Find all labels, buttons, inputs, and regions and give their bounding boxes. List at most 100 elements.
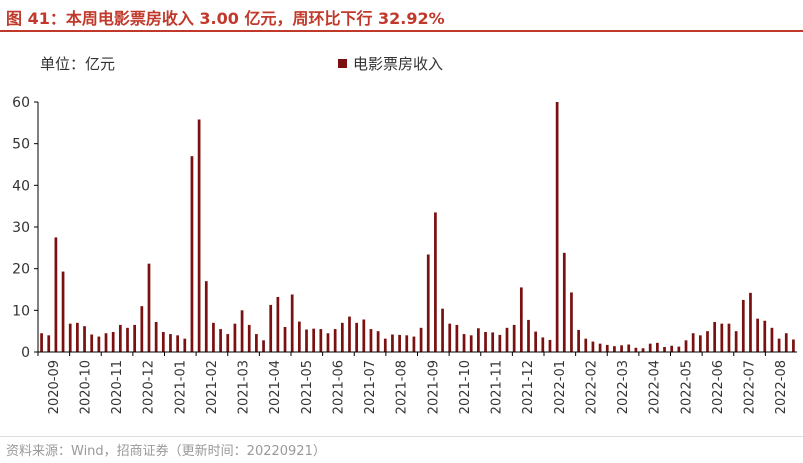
bar (784, 333, 788, 352)
bar (405, 335, 409, 352)
x-tick-label: 2022-08 (774, 360, 789, 414)
legend: 电影票房收入 (338, 53, 443, 74)
bar (348, 316, 351, 352)
bar (212, 322, 215, 352)
bar (297, 321, 301, 352)
bar (154, 322, 158, 352)
bar (656, 342, 659, 352)
x-tick-label: 2021-01 (173, 360, 188, 414)
bar (741, 299, 745, 352)
bar (555, 102, 559, 352)
bar (512, 324, 516, 352)
bar (648, 343, 652, 352)
x-tick-label: 2021-10 (458, 360, 473, 414)
x-tick-label: 2020-10 (78, 360, 93, 414)
bar (47, 335, 51, 352)
bar (40, 333, 43, 352)
bar (290, 294, 294, 352)
bar (190, 156, 194, 352)
y-axis: 0 10 20 30 40 50 60 (12, 95, 39, 361)
x-tick-label: 2022-05 (679, 360, 694, 414)
bar (670, 345, 674, 352)
bar (419, 327, 423, 352)
y-tick-label: 0 (21, 345, 30, 361)
bar (204, 281, 208, 352)
bar (169, 334, 172, 352)
x-tick-label: 2021-04 (268, 360, 283, 414)
x-tick-label: 2022-06 (711, 360, 726, 414)
bar (76, 322, 79, 352)
bar (183, 338, 187, 352)
bar (598, 343, 602, 352)
bar (777, 338, 781, 352)
bar (68, 323, 72, 352)
bar (83, 326, 86, 352)
x-tick-label: 2022-03 (616, 360, 631, 414)
bars (40, 102, 795, 352)
bar (462, 334, 466, 352)
bar (505, 327, 509, 352)
bar (104, 333, 108, 352)
x-tick-label: 2022-02 (584, 360, 599, 414)
bar (677, 346, 681, 352)
figure-title: 图 41：本周电影票房收入 3.00 亿元，周环比下行 32.92% (6, 9, 445, 28)
bar (727, 323, 731, 352)
bar (534, 331, 538, 352)
bar (111, 332, 115, 352)
bar (441, 308, 444, 352)
bar (584, 338, 588, 352)
bar (484, 332, 487, 352)
y-tick-label: 20 (12, 262, 30, 278)
bar (691, 333, 695, 352)
bar (283, 327, 287, 352)
x-tick-label: 2021-09 (426, 360, 441, 414)
x-tick-label: 2022-01 (553, 360, 568, 414)
bar (176, 335, 179, 352)
bar (426, 254, 430, 352)
bar (319, 329, 323, 352)
bar (749, 292, 752, 352)
x-tick-label: 2021-08 (395, 360, 410, 414)
bar (355, 322, 358, 352)
bar (333, 329, 337, 352)
x-tick-label: 2021-07 (363, 360, 378, 414)
bar (383, 338, 387, 352)
bar (276, 297, 280, 352)
bar (577, 329, 580, 352)
bar (541, 337, 545, 352)
y-tick-label: 60 (12, 95, 30, 111)
bar (756, 318, 759, 352)
bar (570, 292, 573, 352)
bar (255, 334, 258, 352)
y-tick-label: 40 (12, 178, 30, 194)
bar (219, 329, 222, 352)
bar (147, 263, 151, 352)
x-tick-label: 2020-12 (142, 360, 157, 414)
bar (247, 324, 251, 352)
x-tick-label: 2021-05 (300, 360, 315, 414)
bar (398, 334, 401, 352)
bar (118, 324, 122, 352)
y-tick-label: 30 (12, 220, 30, 236)
bar (527, 319, 530, 352)
x-tick-label: 2021-03 (237, 360, 252, 414)
bar (54, 237, 58, 352)
bar (391, 334, 394, 352)
bar (734, 331, 738, 352)
legend-label: 电影票房收入 (353, 55, 444, 73)
bar (562, 252, 566, 352)
bar (455, 324, 459, 352)
bar (262, 340, 265, 352)
x-tick-label: 2021-11 (490, 360, 505, 414)
bar (161, 332, 165, 352)
bar (620, 345, 623, 352)
bar (369, 329, 373, 352)
bar (305, 329, 308, 352)
bar (498, 334, 502, 352)
bar (613, 346, 616, 352)
bar (376, 331, 380, 352)
bar (698, 335, 702, 352)
bar (469, 335, 473, 352)
bar (197, 119, 201, 352)
